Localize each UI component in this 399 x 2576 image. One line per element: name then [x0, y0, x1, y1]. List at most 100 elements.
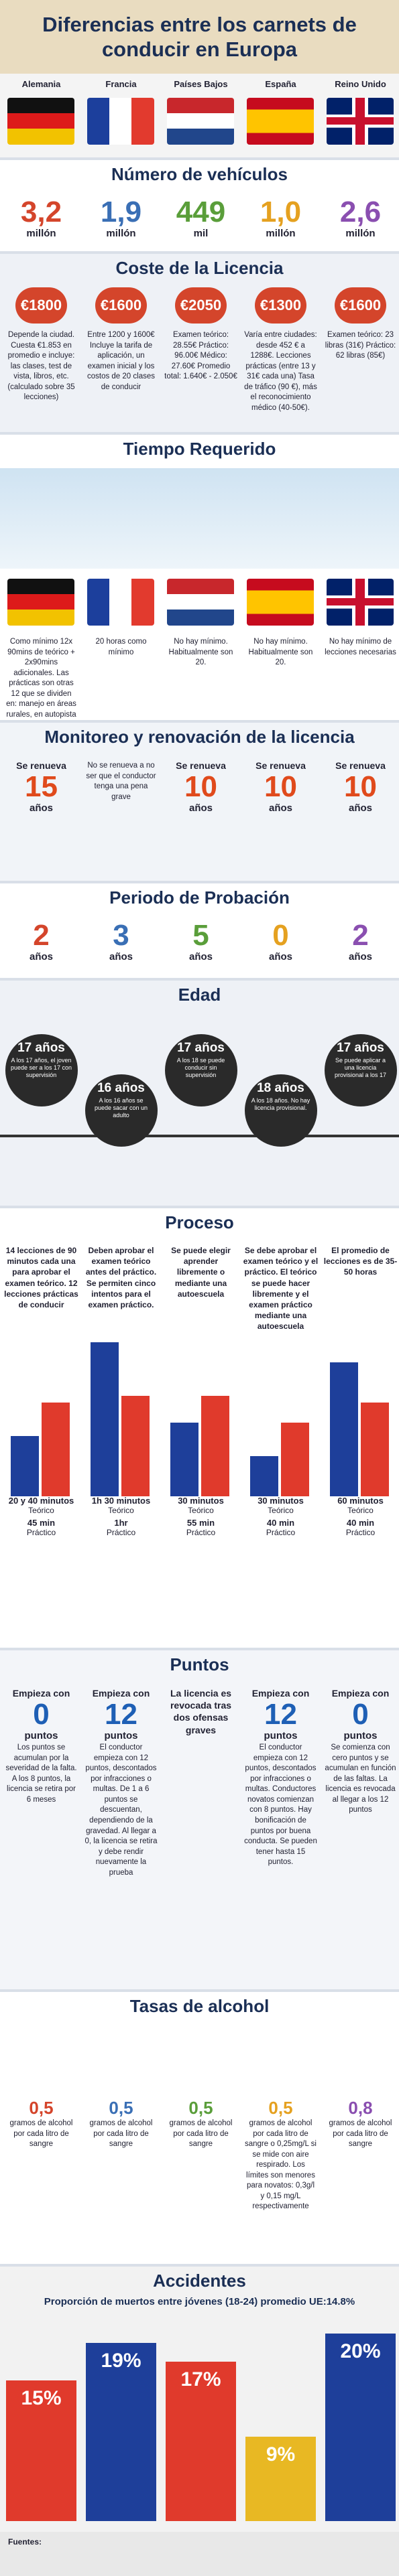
time-text: No hay mínimo de lecciones necesarias [325, 638, 396, 656]
alcohol-text: gramos de alcohol por cada litro de sang… [89, 2119, 153, 2149]
time-text: 20 horas como mínimo [95, 638, 147, 656]
process-section: Proceso 14 lecciones de 90 minutos cada u… [0, 1206, 399, 1650]
monitoring-unit: años [268, 802, 292, 814]
process-practice: 40 min [266, 1518, 295, 1528]
section-title: Número de vehículos [111, 164, 288, 184]
monitoring-big: 15 [25, 770, 58, 804]
column: 17 años A los 17 años, el joven puede ser… [3, 1034, 80, 1106]
bar-decor [170, 1423, 198, 1496]
monitoring-head: Se renueva [176, 760, 226, 771]
accidents-section: Accidentes Proporción de muertos entre jó… [0, 2264, 399, 2534]
points-big: 12 [264, 1698, 297, 1731]
time-section: Tiempo Requerido Como mínimo 12x 90mins d… [0, 432, 399, 723]
column: 1,0 millón [242, 196, 319, 240]
alcohol-big: 0,5 [268, 2098, 293, 2118]
points-head: Empieza con [251, 1688, 310, 1699]
column: No hay mínimo. Habitualmente son 20. [162, 636, 239, 670]
monitoring-big: 10 [264, 770, 297, 804]
section-title: Coste de la Licencia [115, 258, 284, 278]
probation-unit: años [29, 951, 53, 963]
points-head: Empieza con [12, 1688, 70, 1699]
column: No se renueva a no ser que el conductor … [82, 760, 160, 804]
time-text: No hay mínimo. Habitualmente son 20. [248, 638, 313, 667]
section-title: Proceso [165, 1212, 234, 1232]
column: Se debe aprobar el examen teórico y el p… [242, 1245, 319, 1537]
process-practice-label: Práctico [266, 1528, 296, 1537]
value-label: 19% [101, 2350, 141, 2372]
header: Diferencias entre los carnets de conduci… [0, 0, 399, 74]
vehicles-unit: millón [266, 228, 296, 240]
age-text: A los 18 se puede conducir sin supervisi… [176, 1057, 225, 1078]
points-text: El conductor empieza con 12 puntos, desc… [244, 1743, 317, 1867]
process-theory-label: Teórico [108, 1506, 134, 1515]
column: La licencia es revocada tras dos ofensas… [162, 1687, 239, 1736]
cost-text: Examen teórico: 28.55€ Práctico: 96.00€ … [164, 331, 237, 381]
column: No hay mínimo. Habitualmente son 20. [242, 636, 319, 670]
column: €1800 Depende la ciudad. Cuesta €1.853 en… [3, 287, 80, 405]
bar: 17% [166, 2362, 236, 2521]
flag [167, 98, 234, 145]
country-name: España [265, 79, 296, 89]
points-big: 12 [105, 1698, 137, 1731]
vehicles-unit: mil [193, 228, 209, 240]
cost-price: €2050 [174, 287, 227, 324]
section-title: Periodo de Probación [109, 887, 290, 908]
flag [87, 579, 154, 626]
monitoring-unit: años [29, 802, 53, 814]
monitoring-head: Se renueva [335, 760, 386, 771]
column: Como mínimo 12x 90mins de teórico + 2x90… [3, 636, 80, 723]
column: €2050 Examen teórico: 28.55€ Práctico: 96… [162, 287, 239, 384]
column: 3 años [82, 920, 160, 962]
points-head: Empieza con [331, 1688, 390, 1699]
time-text: Como mínimo 12x 90mins de teórico + 2x90… [6, 638, 76, 723]
column: Empieza con 0 puntos Los puntos se acumulan… [3, 1687, 80, 1806]
column: 0,5 gramos de alcohol por cada litro de s… [162, 2098, 239, 2151]
probation-big: 3 [113, 919, 129, 952]
process-theory-label: Teórico [268, 1506, 294, 1515]
value-label: 20% [340, 2340, 381, 2362]
column: 18 años A los 18 años. No hay licencia pr… [242, 1074, 319, 1147]
column: €1300 Varía entre ciudades: desde 452 € a… [242, 287, 319, 415]
alcohol-text: gramos de alcohol por cada litro de sang… [245, 2119, 317, 2211]
bar-decor [121, 1396, 150, 1496]
alcohol-big: 0,5 [29, 2098, 54, 2118]
alcohol-section: Tasas de alcohol 0,5 gramos de alcohol por… [0, 1989, 399, 2267]
points-big: 0 [33, 1698, 50, 1731]
process-theory: 20 y 40 minutos [8, 1496, 74, 1506]
column: Empieza con 0 puntos Se comienza con cero p… [322, 1687, 399, 1817]
country-name: Alemania [21, 79, 61, 89]
page-title: Diferencias entre los carnets de conduci… [42, 13, 357, 62]
flag [167, 579, 234, 626]
cost-text: Examen teórico: 23 libras (31€) Práctico… [325, 331, 396, 360]
column: €1600 Examen teórico: 23 libras (31€) Prá… [322, 287, 399, 363]
bar-decor [361, 1403, 389, 1496]
points-big: 0 [352, 1698, 369, 1731]
process-theory: 60 minutos [337, 1496, 384, 1506]
process-practice: 1hr [114, 1518, 128, 1528]
cost-price: €1800 [15, 287, 68, 324]
age-text: A los 17 años, el joven puede ser a los … [10, 1057, 72, 1078]
alcohol-big: 0,5 [188, 2098, 213, 2118]
age-bubble: 18 años A los 18 años. No hay licencia pr… [244, 1074, 317, 1147]
flag [87, 98, 154, 145]
column: 0 años [242, 920, 319, 962]
age-text: A los 18 años. No hay licencia provision… [251, 1097, 310, 1111]
process-theory: 30 minutos [178, 1496, 224, 1506]
monitoring-big: 10 [184, 770, 217, 804]
column: 1,9 millón [82, 196, 160, 239]
column: Se renueva 15 años [3, 760, 80, 814]
column: Deben aprobar el examen teórico antes de… [82, 1245, 160, 1537]
column: 5 años [162, 920, 239, 962]
monitoring-text: No se renueva a no ser que el conductor … [86, 762, 156, 801]
process-practice-label: Práctico [186, 1528, 216, 1537]
vehicles-big: 1,0 [260, 196, 302, 228]
value-label: 9% [266, 2443, 296, 2465]
probation-unit: años [348, 951, 372, 963]
bar: 15% [6, 2380, 76, 2521]
flag [247, 98, 314, 145]
points-text: Se comienza con cero puntos y se acumula… [325, 1743, 396, 1814]
flag [7, 98, 74, 145]
bar: 19% [86, 2343, 156, 2521]
column: 2 años [322, 920, 399, 962]
timeline [0, 1135, 399, 1137]
